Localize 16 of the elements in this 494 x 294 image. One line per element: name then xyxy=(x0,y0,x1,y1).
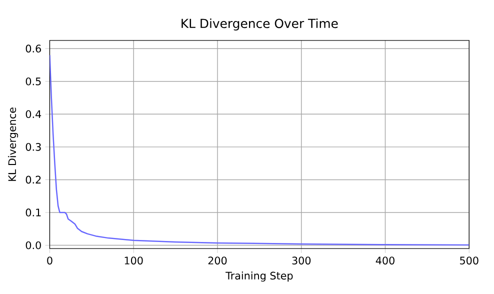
y-tick-label: 0.4 xyxy=(26,110,42,118)
y-tick-label: 0.3 xyxy=(26,142,41,151)
y-tick-label: 0.6 xyxy=(26,44,41,52)
x-tick-label: 0 xyxy=(47,256,52,264)
y-tick-label: 0.0 xyxy=(26,241,41,250)
x-tick-label: 100 xyxy=(124,256,143,264)
x-axis-title: Training Step xyxy=(226,272,293,282)
y-tick-label: 0.1 xyxy=(26,208,41,216)
y-tick-label: 0.5 xyxy=(26,77,41,86)
x-tick-label: 500 xyxy=(460,256,478,264)
chart-title: KL Divergence Over Time xyxy=(182,18,338,30)
x-tick-label: 200 xyxy=(208,256,227,264)
x-tick-label: 400 xyxy=(376,256,394,264)
y-axis-title: KL Divergence xyxy=(8,108,18,181)
x-tick-label: 300 xyxy=(292,256,311,264)
y-tick-label: 0.2 xyxy=(26,176,41,184)
